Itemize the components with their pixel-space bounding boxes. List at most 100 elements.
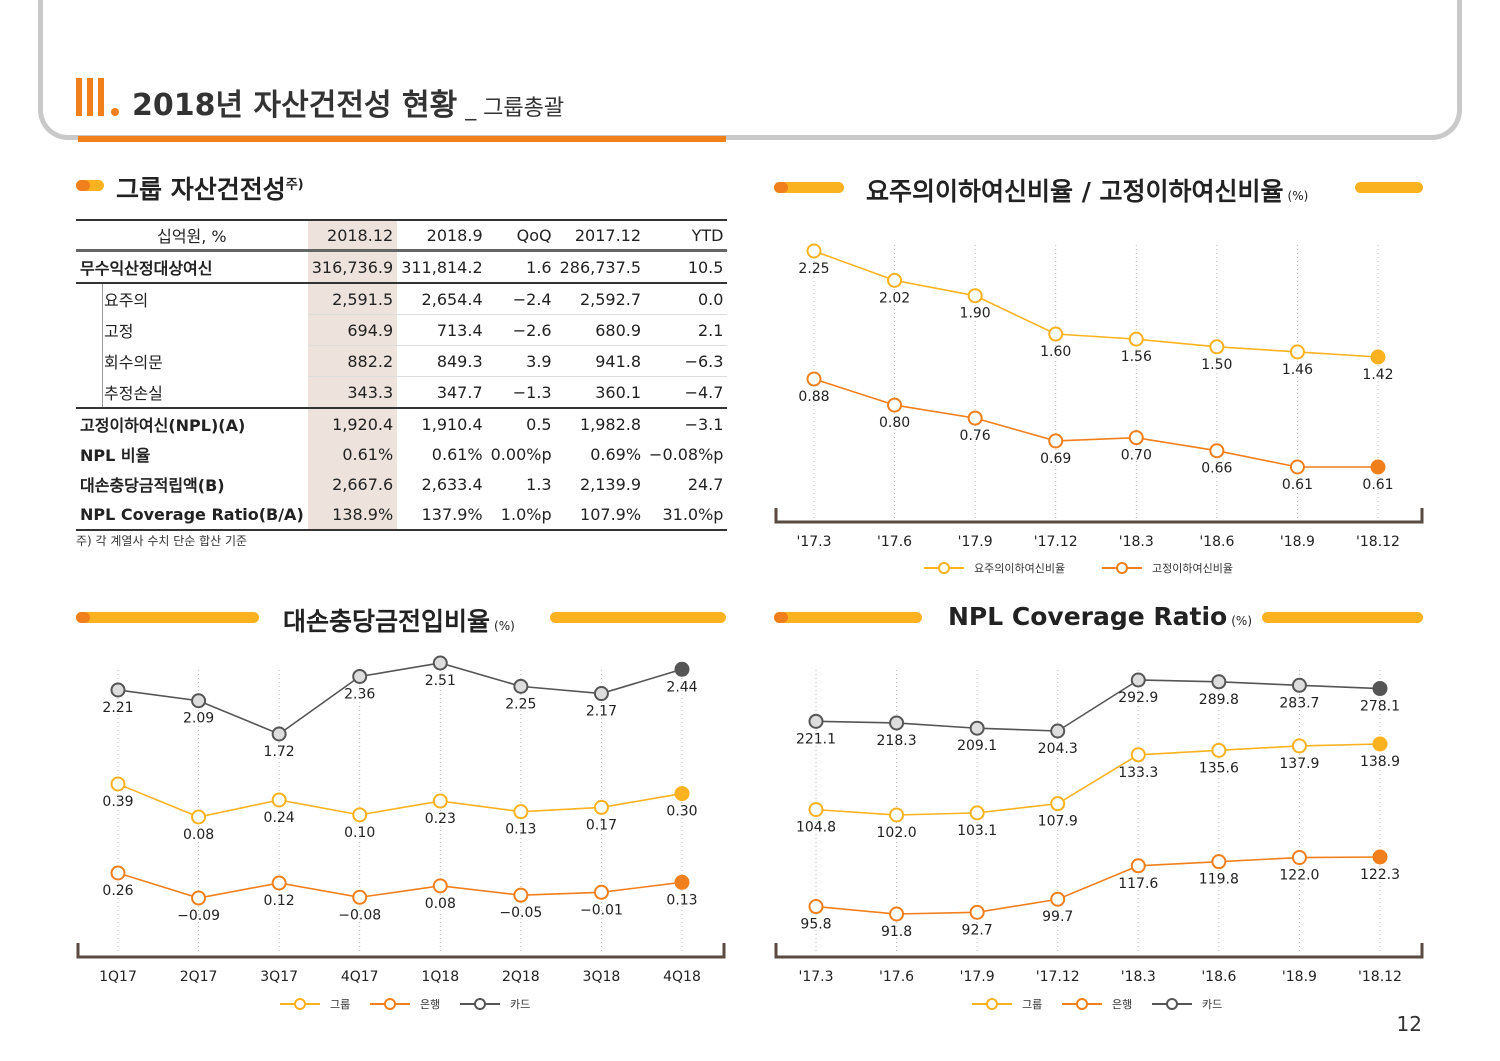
data-point [271,875,287,891]
chart2-title: 대손충당금전입비율 (%) [283,607,515,636]
data-point [887,272,903,288]
legend-marker-icon [474,998,486,1010]
data-point [969,904,985,920]
x-tick-label: 4Q18 [663,969,701,985]
data-label: 0.61 [1362,477,1393,493]
col-header: YTD [645,219,728,252]
col-header: QoQ [486,219,556,252]
table-cell: 882.2 [307,345,398,377]
data-label: 104.8 [796,820,836,836]
data-point [808,713,824,729]
data-label: 2.09 [183,711,214,727]
data-point [1211,742,1227,758]
legend-marker-icon [938,562,950,574]
data-point [674,874,690,890]
data-point [352,807,368,823]
data-point [110,682,126,698]
table-cell: −1.3 [486,376,556,409]
header-frame [38,0,1462,140]
table-cell: 286,737.5 [555,250,646,284]
x-tick-label: '17.12 [1036,969,1080,985]
section-bar-icon [774,612,922,623]
data-point [1048,326,1064,342]
data-point [1128,331,1144,347]
data-label: 0.61 [1282,477,1313,493]
x-tick-label: '17.6 [879,969,914,985]
col-header: 2018.12 [307,219,398,252]
table-row: 고정이하여신(NPL)(A) 1,920.4 1,910.4 0.5 1,982.8 −3… [76,408,727,439]
data-label: −0.08 [338,907,381,923]
x-tick-label: '18.9 [1282,969,1317,985]
table-cell: 1.3 [526,474,552,494]
data-label: 91.8 [881,924,912,940]
legend-marker-icon [1116,562,1128,574]
row-label: 고정 [76,315,308,346]
data-point [1209,443,1225,459]
table-cell: 1.0%p [486,499,556,531]
data-point [1289,344,1305,360]
x-tick-label: '17.3 [796,534,831,550]
table-cell: −6.3 [645,345,728,377]
data-point [352,889,368,905]
x-tick-label: '18.3 [1121,969,1156,985]
table-cell: 1,920.4 [307,408,398,439]
data-point [191,693,207,709]
data-point [1291,677,1307,693]
table-footnote: 주) 각 계열사 수치 단순 합산 기준 [76,534,248,548]
data-label: 1.56 [1121,349,1152,365]
table-cell: −2.6 [486,314,556,346]
table-cell: 316,736.9 [307,250,398,284]
data-point [110,865,126,881]
data-label: 138.9 [1360,754,1400,770]
legend-label: 고정이하여신비율 [1152,561,1233,575]
data-label: 92.7 [962,922,993,938]
table-cell: 1.6 [486,250,556,284]
data-label: 0.08 [425,896,456,912]
data-point [271,792,287,808]
col-header: 십억원, % [76,219,308,252]
data-point [808,802,824,818]
data-point [674,786,690,802]
data-label: 0.30 [666,804,697,820]
data-point [674,661,690,677]
legend-item: 그룹 [280,998,350,1011]
data-point [1130,747,1146,763]
data-label: 1.90 [960,306,991,322]
table-cell: 680.9 [555,314,646,346]
x-tick-label: 2Q17 [180,969,218,985]
table-cell: 941.8 [555,345,646,377]
data-point [593,884,609,900]
table-cell: 107.9% [555,499,646,531]
data-label: 0.08 [183,827,214,843]
data-point [967,288,983,304]
table-cell: 0.61% [431,444,483,464]
legend-label: 은행 [420,998,440,1011]
data-point [1209,339,1225,355]
data-label: 1.46 [1282,362,1313,378]
axis-bracket [774,508,1424,524]
section-bar-right [550,612,726,623]
data-point [969,805,985,821]
table-cell: 311,814.2 [397,250,487,284]
data-label: 2.36 [344,686,375,702]
table-cell: 2.1 [645,314,728,346]
data-label: 99.7 [1042,909,1073,925]
data-point [1211,674,1227,690]
data-label: 1.72 [264,744,295,760]
data-point [1370,459,1386,475]
data-point [432,878,448,894]
data-label: 2.51 [425,673,456,689]
data-label: 135.6 [1199,760,1239,776]
x-tick-label: '17.12 [1034,534,1078,550]
series-line [117,662,683,735]
data-point [593,686,609,702]
x-tick-label: '18.6 [1201,969,1236,985]
data-label: 2.44 [666,679,697,695]
data-label: 292.9 [1118,690,1158,706]
row-label: NPL Coverage Ratio(B/A) [76,499,308,531]
data-label: 103.1 [957,823,997,839]
legend-item: 은행 [370,998,440,1011]
series-line [815,856,1381,915]
table-cell: 138.9% [307,499,398,531]
legend-item: 카드 [460,998,530,1011]
